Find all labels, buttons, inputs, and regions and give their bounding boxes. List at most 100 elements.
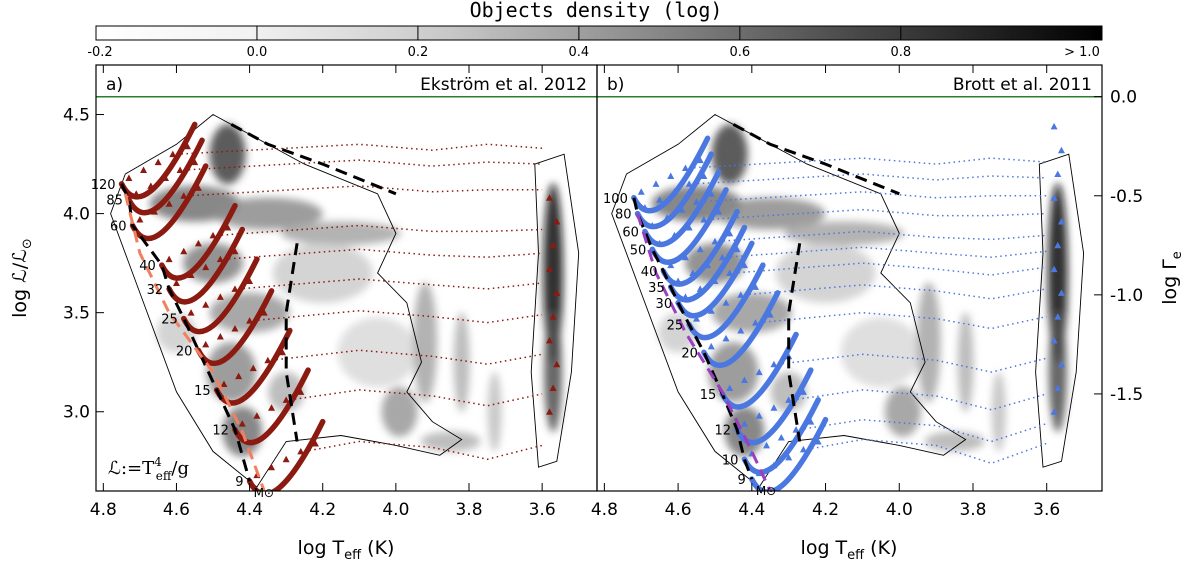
mass-label-30: 30 [656, 297, 673, 312]
track-triangle [667, 172, 675, 179]
track-triangle [707, 342, 715, 350]
rsg-triangle [553, 360, 561, 368]
post-ms-track-dotted [733, 262, 1047, 276]
colorbar-tick-label: > 1.0 [1064, 45, 1100, 60]
track-triangle [726, 269, 734, 277]
post-ms-track-dotted [792, 389, 1047, 411]
xlabel-sub: eff [847, 548, 865, 563]
density-blob [487, 371, 502, 452]
y2-ticks: 0.0 -0.5 -1.0 -1.5 [1094, 88, 1143, 405]
track-triangle [667, 261, 675, 269]
track-triangle [652, 180, 660, 187]
rsg-triangle [1057, 146, 1065, 154]
post-ms-track-dotted [176, 143, 543, 155]
density-blob [957, 312, 974, 413]
rsg-triangle [1050, 265, 1058, 273]
ms-track-10 [741, 397, 821, 475]
track-triangle [194, 239, 202, 247]
post-ms-track-dotted [689, 157, 1047, 169]
ms-track-80 [634, 151, 715, 230]
rsg-triangle [1057, 360, 1065, 368]
track-triangle [752, 319, 760, 326]
mass-label-20: 20 [176, 344, 193, 359]
track-triangle [637, 188, 645, 195]
x-axis-label-a: log Teff (K) [298, 537, 395, 563]
track-triangle [656, 196, 664, 203]
ylabel-sub: ⊙ [20, 238, 35, 249]
svg-text:log Teff (K): log Teff (K) [801, 537, 898, 563]
x-axis-label-b: log Teff (K) [801, 537, 898, 563]
track-triangle [693, 315, 701, 322]
track-triangle [235, 372, 243, 380]
mass-label-20: 20 [681, 346, 698, 361]
track-triangle [722, 299, 730, 306]
ms-track-20 [701, 290, 781, 368]
density-blob [916, 282, 941, 403]
post-ms-track-dotted [271, 349, 543, 365]
y2-tick-label: 0.0 [1110, 88, 1137, 108]
post-ms-track-dotted [799, 418, 1047, 443]
mass-unit: M⊙ [756, 484, 776, 498]
track-triangle [169, 150, 177, 158]
track-triangle [140, 166, 148, 174]
track-triangle [202, 263, 210, 271]
track-triangle [216, 293, 224, 300]
track-triangle [785, 396, 793, 403]
density-blob [272, 243, 373, 304]
colorbar-title: Objects density (log) [470, 0, 723, 22]
y-tick-label: 3.0 [63, 403, 90, 423]
colorbar-tick-label: 0.4 [569, 45, 590, 60]
upper-boundary [732, 123, 900, 196]
post-ms-track-dotted [806, 438, 1047, 465]
density-map [651, 124, 1068, 457]
track-triangle [216, 332, 224, 340]
svg-text:log ℒ/ℒ⊙: log ℒ/ℒ⊙ [9, 238, 35, 318]
track-triangle [799, 445, 807, 453]
rsg-triangle [1050, 194, 1058, 201]
density-blob [840, 317, 921, 388]
svg-text:log Γe: log Γe [1159, 251, 1185, 305]
track-triangle [202, 301, 210, 308]
track-triangle [209, 231, 217, 239]
ms-track-60 [642, 169, 722, 248]
track-triangle [176, 166, 184, 174]
xlabel-unit: (K) [864, 537, 897, 559]
mass-label-120: 120 [91, 178, 116, 193]
rsg-triangle [1054, 241, 1062, 249]
y2label-text: log Γ [1159, 259, 1181, 305]
track-triangle [268, 404, 276, 411]
xlabel-text: log T [298, 537, 345, 559]
tams-boundary [787, 243, 802, 442]
track-triangle [282, 396, 290, 403]
density-blob [1047, 183, 1068, 364]
rsg-triangle [1054, 170, 1062, 177]
x-tick-label: 4.8 [591, 500, 618, 520]
track-triangle [202, 340, 210, 348]
x-tick-label: 4.4 [738, 500, 765, 520]
track-triangle [165, 255, 173, 263]
track-triangle [268, 463, 276, 471]
ylabel-text: log ℒ/ℒ [9, 249, 31, 318]
track-triangle [755, 368, 763, 376]
colorbar-ticks: -0.2 0.0 0.2 0.4 0.6 0.8 > 1.0 [87, 26, 1100, 60]
density-blob [381, 386, 418, 437]
density-blob [209, 124, 246, 185]
x-ticks: 4.8 4.6 4.4 4.2 4.0 3.8 3.6 [90, 65, 556, 520]
ms-track-35 [667, 224, 748, 303]
plot-area [597, 95, 1102, 491]
track-triangle [740, 376, 748, 384]
colorbar-tick-label: 0.6 [729, 45, 750, 60]
track-triangle [707, 307, 715, 314]
mass-label-12: 12 [212, 424, 229, 439]
track-triangle [693, 198, 701, 205]
colorbar: Objects density (log) -0.2 0.0 0.2 0.4 0.6 0.… [87, 0, 1103, 60]
zams-colored-boundary [636, 213, 772, 491]
y-ticks: 3.0 3.5 4.0 4.5 [63, 106, 104, 423]
xlabel-sub: eff [344, 548, 362, 563]
mass-label-35: 35 [648, 281, 665, 296]
track-triangle [777, 434, 785, 441]
ms-track-100 [631, 135, 711, 214]
ms-track-120 [118, 121, 198, 200]
x-tick-label: 4.0 [382, 500, 409, 520]
